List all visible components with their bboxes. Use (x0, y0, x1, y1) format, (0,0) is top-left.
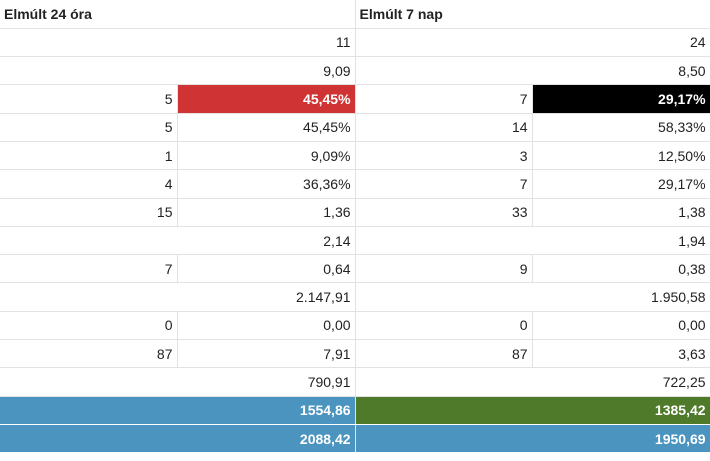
cell[interactable]: 0,00 (532, 311, 710, 341)
cell[interactable]: 0 (0, 311, 178, 341)
header-row: Elmúlt 24 óra Elmúlt 7 nap (0, 0, 710, 29)
totals-row: 1554,86 1385,42 (0, 396, 710, 425)
header-last-24h[interactable]: Elmúlt 24 óra (0, 0, 356, 29)
cell[interactable]: 0,64 (177, 254, 356, 284)
cell[interactable]: 11 (0, 28, 356, 58)
cell[interactable]: 8,50 (355, 56, 710, 86)
cell[interactable]: 7 (0, 254, 178, 284)
table-row: 790,91 722,25 (0, 367, 710, 397)
table-row: 9,09 8,50 (0, 56, 710, 86)
table-row: 15 1,36 33 1,38 (0, 198, 710, 227)
cell-highlight-black[interactable]: 29,17% (532, 84, 710, 114)
cell[interactable]: 45,45% (177, 113, 356, 142)
table-row: 7 0,64 9 0,38 (0, 254, 710, 284)
cell[interactable]: 2,14 (0, 226, 356, 256)
cell[interactable]: 9,09% (177, 141, 356, 171)
table-row: 5 45,45% 7 29,17% (0, 84, 710, 114)
cell[interactable]: 5 (0, 84, 178, 114)
cell[interactable]: 1 (0, 141, 178, 171)
total-cell-right[interactable]: 1950,69 (355, 424, 710, 454)
cell[interactable]: 790,91 (0, 367, 356, 397)
cell[interactable]: 33 (355, 198, 533, 227)
cell[interactable]: 12,50% (532, 141, 710, 171)
table-row: 11 24 (0, 28, 710, 58)
cell[interactable]: 3 (355, 141, 533, 171)
cell[interactable]: 1,38 (532, 198, 710, 227)
cell[interactable]: 87 (355, 339, 533, 369)
total-cell-right[interactable]: 1385,42 (355, 396, 710, 425)
cell[interactable]: 24 (355, 28, 710, 58)
cell[interactable]: 0 (355, 311, 533, 341)
total-cell-left[interactable]: 2088,42 (0, 424, 356, 454)
cell[interactable]: 9,09 (0, 56, 356, 86)
cell[interactable]: 1,36 (177, 198, 356, 227)
cell[interactable]: 0,38 (532, 254, 710, 284)
cell[interactable]: 36,36% (177, 169, 356, 199)
cell[interactable]: 7,91 (177, 339, 356, 369)
table-row: 1 9,09% 3 12,50% (0, 141, 710, 171)
cell[interactable]: 1.950,58 (355, 282, 710, 312)
cell[interactable]: 2.147,91 (0, 282, 356, 312)
table-row: 2.147,91 1.950,58 (0, 282, 710, 312)
cell[interactable]: 1,94 (355, 226, 710, 256)
cell[interactable]: 7 (355, 169, 533, 199)
cell[interactable]: 5 (0, 113, 178, 142)
cell[interactable]: 58,33% (532, 113, 710, 142)
table-row: 2,14 1,94 (0, 226, 710, 256)
cell[interactable]: 7 (355, 84, 533, 114)
header-last-7d[interactable]: Elmúlt 7 nap (355, 0, 710, 29)
cell[interactable]: 87 (0, 339, 178, 369)
cell-highlight-red[interactable]: 45,45% (177, 84, 356, 114)
cell[interactable]: 4 (0, 169, 178, 199)
cell[interactable]: 0,00 (177, 311, 356, 341)
cell[interactable]: 15 (0, 198, 178, 227)
table-row: 0 0,00 0 0,00 (0, 311, 710, 341)
table-row: 5 45,45% 14 58,33% (0, 113, 710, 142)
table-row: 4 36,36% 7 29,17% (0, 169, 710, 199)
cell[interactable]: 14 (355, 113, 533, 142)
cell[interactable]: 3,63 (532, 339, 710, 369)
totals-row: 2088,42 1950,69 (0, 424, 710, 454)
cell[interactable]: 29,17% (532, 169, 710, 199)
cell[interactable]: 722,25 (355, 367, 710, 397)
table-row: 87 7,91 87 3,63 (0, 339, 710, 369)
total-cell-left[interactable]: 1554,86 (0, 396, 356, 425)
cell[interactable]: 9 (355, 254, 533, 284)
